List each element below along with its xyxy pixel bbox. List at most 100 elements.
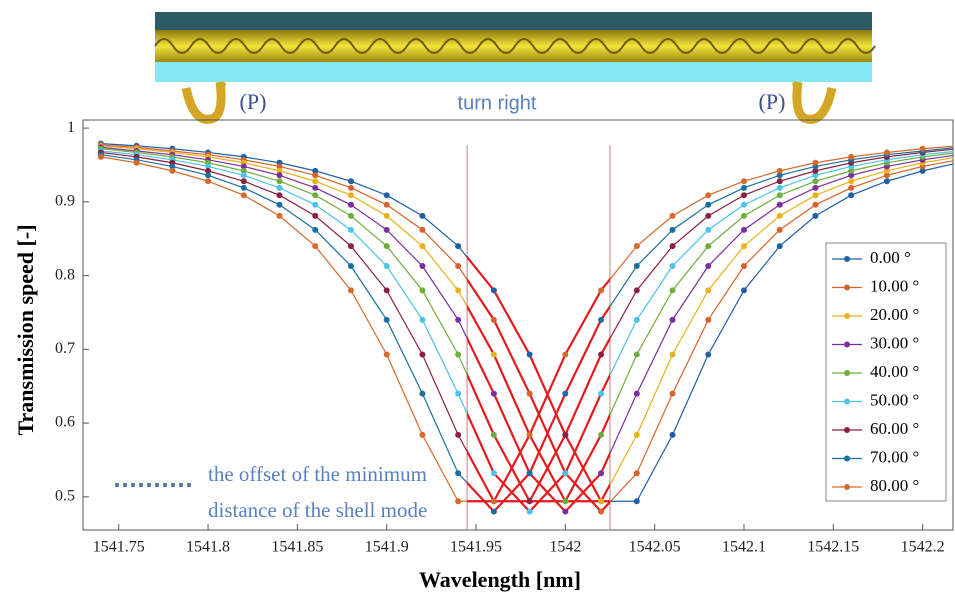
data-point [383,212,390,219]
data-point [740,192,747,199]
data-point [276,163,283,170]
data-point [419,212,426,219]
data-point [919,145,926,152]
data-point [598,498,605,505]
legend-marker [844,370,850,376]
data-point [669,263,676,270]
data-point [705,226,712,233]
data-point [240,167,247,174]
data-point [633,351,640,358]
data-point [740,201,747,208]
x-tick-label: 1541.95 [450,539,502,556]
data-point [419,390,426,397]
data-point [490,390,497,397]
data-point [883,149,890,156]
legend-label: 40.00 ° [870,362,919,381]
data-point [598,470,605,477]
data-point [776,243,783,250]
data-point [490,351,497,358]
data-point [526,498,533,505]
y-tick-label: 0.6 [55,414,75,431]
data-point [419,226,426,233]
data-point [705,316,712,323]
data-point [455,431,462,438]
data-point [598,390,605,397]
x-tick-label: 1542 [549,539,581,556]
data-point [312,212,319,219]
legend-label: 0.00 ° [870,248,911,267]
data-point [562,351,569,358]
data-point [455,351,462,358]
x-tick-label: 1542.2 [901,539,945,556]
data-point [490,316,497,323]
data-point [669,351,676,358]
legend-label: 60.00 ° [870,419,919,438]
legend-label: 10.00 ° [870,276,919,295]
data-point [205,172,212,179]
data-point [776,226,783,233]
data-point [490,431,497,438]
data-point [455,263,462,270]
data-point [276,184,283,191]
data-point [347,263,354,270]
data-point [455,243,462,250]
data-point [526,390,533,397]
data-point [848,167,855,174]
data-point [419,263,426,270]
data-point [312,172,319,179]
data-point [705,192,712,199]
data-point [848,192,855,199]
data-point [347,184,354,191]
legend-marker [844,427,850,433]
data-point [740,212,747,219]
y-tick-label: 0.5 [55,487,75,504]
data-point [97,153,104,160]
data-point [383,263,390,270]
data-point [205,167,212,174]
data-point [383,243,390,250]
data-point [347,287,354,294]
data-point [205,163,212,170]
data-point [598,508,605,515]
data-point [276,201,283,208]
data-point [883,172,890,179]
legend-marker [844,313,850,319]
data-point [812,184,819,191]
data-point [419,243,426,250]
data-point [347,178,354,185]
data-point [740,263,747,270]
data-point [883,178,890,185]
data-point [490,508,497,515]
legend-label: 70.00 ° [870,447,919,466]
data-point [883,167,890,174]
data-point [669,212,676,219]
data-point [312,178,319,185]
legend-label: 30.00 ° [870,333,919,352]
data-point [490,287,497,294]
data-point [526,470,533,477]
data-point [383,192,390,199]
data-point [562,508,569,515]
data-point [848,172,855,179]
data-point [276,192,283,199]
label-p-left: (P) [240,89,267,114]
data-point [347,201,354,208]
data-point [740,178,747,185]
x-tick-label: 1541.9 [365,539,409,556]
data-point [240,184,247,191]
diagram-label: turn right [458,92,537,114]
data-point [312,201,319,208]
data-point [347,212,354,219]
x-tick-label: 1541.8 [186,539,230,556]
data-point [419,287,426,294]
data-point [240,163,247,170]
data-point [276,172,283,179]
data-point [776,178,783,185]
data-point [740,184,747,191]
legend-marker [844,341,850,348]
data-point [419,431,426,438]
legend-marker [844,284,850,291]
data-point [812,201,819,208]
plot [97,140,953,530]
data-point [598,316,605,323]
